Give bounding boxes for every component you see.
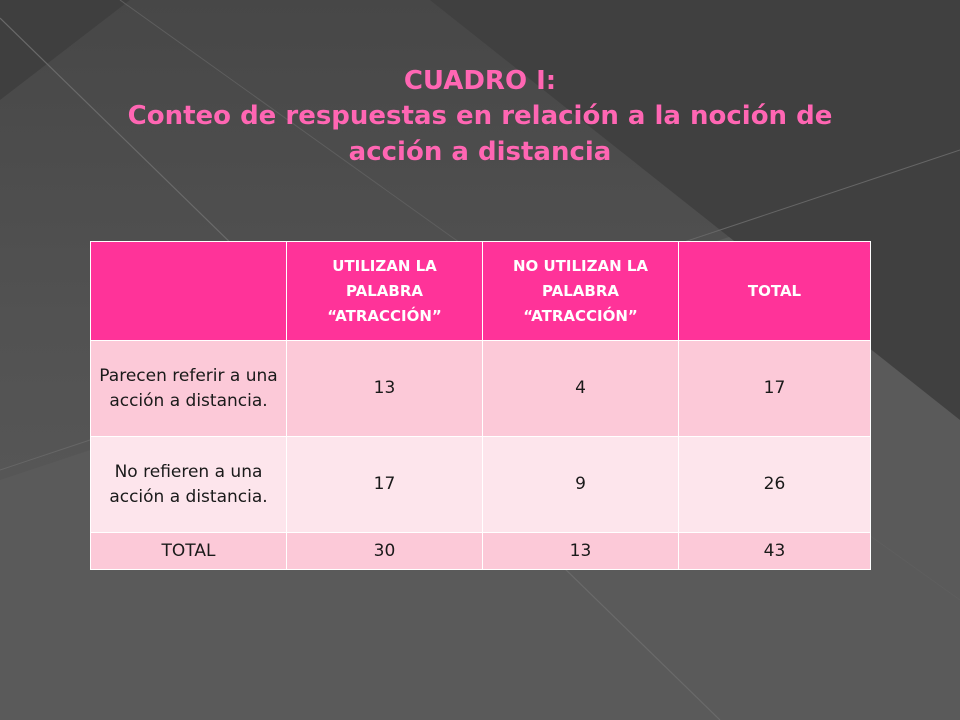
header-cell-use-word: UTILIZAN LA PALABRA “ATRACCIÓN” — [286, 241, 483, 341]
title-line-2: Conteo de respuestas en relación a la no… — [127, 101, 833, 167]
row-label: No refieren a una acción a distancia. — [90, 436, 287, 533]
table-header-row: UTILIZAN LA PALABRA “ATRACCIÓN” NO UTILI… — [90, 241, 871, 341]
header-cell-total: TOTAL — [678, 241, 871, 341]
bg-shape-top-left — [0, 0, 130, 100]
table-cell: 30 — [286, 532, 483, 570]
results-table: UTILIZAN LA PALABRA “ATRACCIÓN” NO UTILI… — [90, 241, 871, 570]
table-cell: 17 — [286, 436, 483, 533]
table-row: No refieren a una acción a distancia. 17… — [90, 436, 871, 533]
table-row-total: TOTAL 30 13 43 — [90, 532, 871, 570]
header-cell-not-use-word: NO UTILIZAN LA PALABRA “ATRACCIÓN” — [482, 241, 679, 341]
header-cell-empty — [90, 241, 287, 341]
slide-title: CUADRO I: Conteo de respuestas en relaci… — [80, 64, 880, 170]
table-row: Parecen referir a una acción a distancia… — [90, 340, 871, 437]
table-cell: 13 — [482, 532, 679, 570]
table-cell: 17 — [678, 340, 871, 437]
table-cell: 43 — [678, 532, 871, 570]
row-label: Parecen referir a una acción a distancia… — [90, 340, 287, 437]
table-cell: 26 — [678, 436, 871, 533]
row-label: TOTAL — [90, 532, 287, 570]
table-cell: 9 — [482, 436, 679, 533]
title-line-1: CUADRO I: — [403, 66, 557, 96]
table-cell: 13 — [286, 340, 483, 437]
table-cell: 4 — [482, 340, 679, 437]
